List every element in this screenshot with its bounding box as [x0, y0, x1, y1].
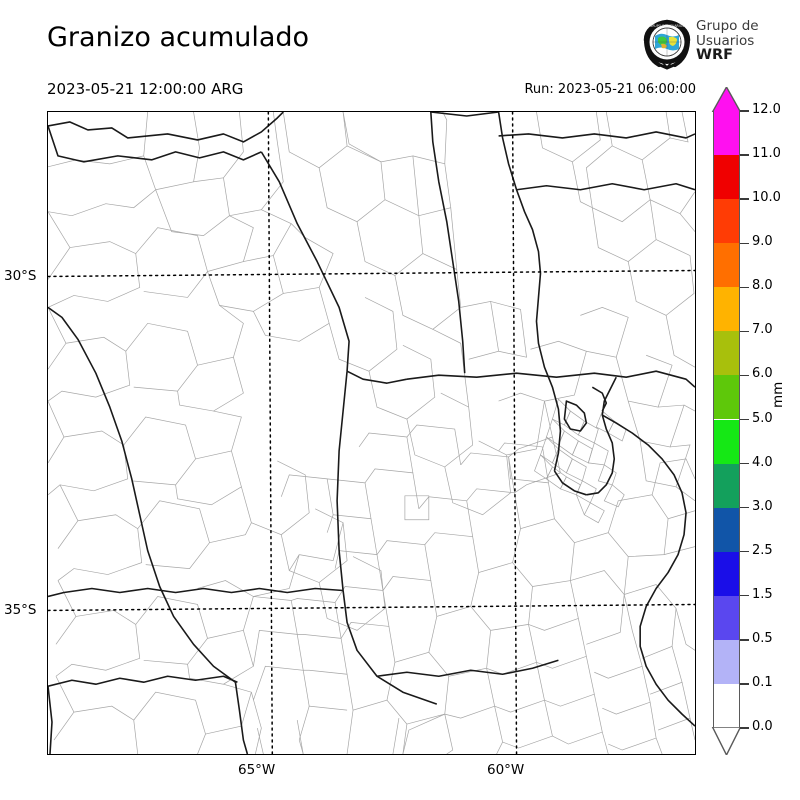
colorbar-tick-0.5	[740, 639, 749, 641]
colorbar-tick-label-0.1: 0.1	[752, 674, 773, 690]
colorbar-tick-1.5	[740, 595, 749, 597]
graticule-lat-35s	[48, 603, 695, 612]
colorbar-tick-10	[740, 198, 749, 200]
colorbar-tick-label-0.5: 0.5	[752, 630, 773, 646]
colorbar-band-7-8	[713, 287, 740, 332]
colorbar-tick-label-3: 3.0	[752, 498, 773, 514]
colorbar-tick-label-9: 9.0	[752, 234, 773, 250]
colorbar-tick-7	[740, 330, 749, 333]
graticule-lines	[48, 112, 695, 754]
colorbar-band-1.5-2.5	[713, 551, 740, 596]
colorbar-tick-2.5	[740, 551, 749, 553]
colorbar[interactable]	[713, 111, 740, 728]
colorbar-band-9-10	[713, 199, 740, 244]
svg-text:GRUPO DE USUARIOS: GRUPO DE USUARIOS	[650, 24, 685, 28]
colorbar-tick-label-2.5: 2.5	[752, 542, 773, 558]
page-title: Granizo acumulado	[47, 22, 310, 53]
run-time-label: Run: 2023-05-21 06:00:00	[524, 82, 696, 97]
colorbar-band-0.5-1.5	[713, 595, 740, 640]
axis-label-lat-30s: 30°S	[4, 268, 37, 284]
graticule-lon-65w	[267, 112, 274, 754]
colorbar-tick-label-5: 5.0	[752, 410, 773, 426]
colorbar-tick-9	[740, 242, 749, 244]
colorbar-over-arrow	[711, 87, 742, 112]
logo-line-1: Grupo de	[696, 18, 759, 34]
logo-line-wrf: WRF	[696, 47, 734, 63]
logo-text-block: Grupo de Usuarios WRF	[696, 19, 794, 63]
axis-label-lat-35s: 35°S	[4, 602, 37, 618]
logo-line-2: Usuarios	[696, 32, 755, 49]
colorbar-tick-6	[740, 374, 749, 377]
colorbar-tick-12	[740, 110, 749, 112]
colorbar-band-3-4	[713, 463, 740, 508]
colorbar-tick-label-12: 12.0	[752, 102, 781, 117]
colorbar-tick-4	[740, 462, 749, 465]
colorbar-tick-8	[740, 286, 749, 288]
axis-label-lon-60w: 60°W	[487, 762, 525, 778]
colorbar-tick-label-7: 7.0	[752, 322, 773, 338]
colorbar-tick-label-10: 10.0	[752, 190, 781, 206]
map-geography-layer	[48, 112, 695, 754]
colorbar-unit-label: mm	[770, 381, 786, 408]
valid-time-label: 2023-05-21 12:00:00 ARG	[47, 80, 244, 98]
colorbar-band-0.1-0.5	[713, 639, 740, 684]
colorbar-tick-5	[740, 418, 749, 421]
wrf-globe-emblem-icon: GRUPO DE USUARIOS	[643, 19, 691, 70]
colorbar-tick-0.1	[740, 683, 749, 685]
colorbar-tick-label-0: 0.0	[752, 719, 773, 734]
colorbar-band-11-12	[713, 111, 740, 156]
colorbar-band-8-9	[713, 243, 740, 288]
graticule-lon-60w	[511, 112, 518, 754]
colorbar-under-arrow	[711, 727, 742, 755]
province-boundaries	[48, 112, 695, 754]
colorbar-tick-11	[740, 154, 749, 156]
colorbar-band-6-7	[713, 331, 740, 376]
axis-label-lon-65w: 65°W	[238, 762, 276, 778]
colorbar-tick-label-11: 11.0	[752, 146, 781, 162]
colorbar-tick-3	[740, 506, 749, 509]
map-canvas[interactable]	[47, 111, 696, 755]
colorbar-tick-0	[740, 727, 749, 729]
colorbar-tick-label-1.5: 1.5	[752, 586, 773, 602]
colorbar-band-4-5	[713, 419, 740, 464]
graticule-lat-30s	[48, 269, 695, 278]
colorbar-band-5-6	[713, 375, 740, 420]
colorbar-band-10-11	[713, 155, 740, 200]
wrf-user-group-logo: GRUPO DE USUARIOS Grupo de Usuarios WRF	[641, 18, 793, 70]
colorbar-tick-label-8: 8.0	[752, 278, 773, 294]
colorbar-band-2.5-3	[713, 507, 740, 552]
colorbar-tick-label-6: 6.0	[752, 366, 773, 382]
department-boundaries	[48, 112, 695, 754]
colorbar-band-0-0.1	[713, 683, 740, 728]
colorbar-tick-label-4: 4.0	[752, 454, 773, 470]
